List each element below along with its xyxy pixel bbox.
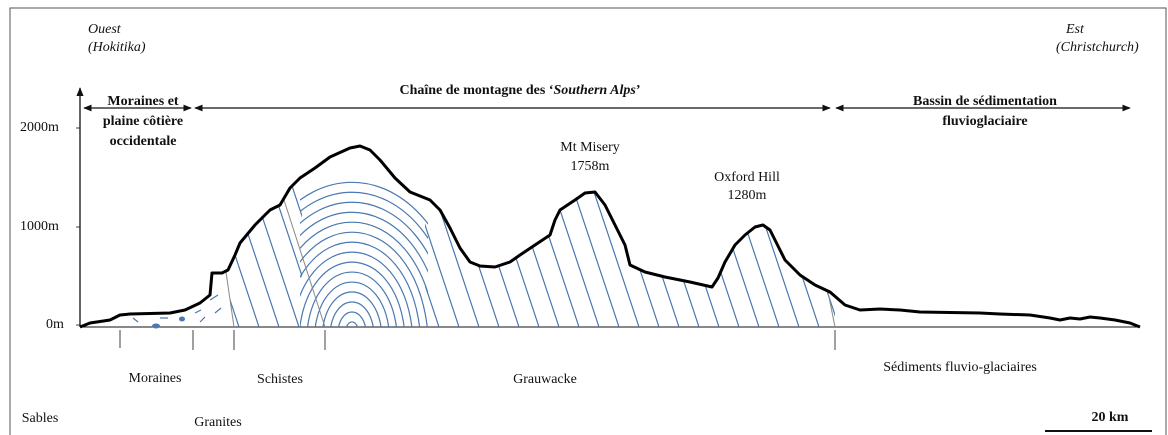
peak-name: Oxford Hill — [714, 170, 780, 185]
formation-label: Schistes — [257, 372, 303, 387]
y-label: 2000m — [20, 120, 59, 135]
peak-height: 1758m — [571, 159, 610, 174]
stratum — [780, 150, 840, 330]
zone-label: fluvioglaciaire — [942, 114, 1027, 129]
stratum — [240, 150, 300, 330]
y-label: 1000m — [20, 219, 59, 234]
stratum — [640, 150, 700, 330]
stratum — [820, 150, 880, 330]
stratum — [238, 182, 467, 332]
y-label: 0m — [46, 317, 64, 332]
zone-label: plaine côtière — [103, 114, 183, 129]
formation-label: Sables — [22, 411, 59, 426]
west-label: (Hokitika) — [88, 40, 146, 55]
stratum — [220, 150, 280, 330]
stratum — [560, 150, 620, 330]
scale-label: 20 km — [1092, 410, 1129, 425]
stratum — [480, 150, 540, 330]
stratum — [200, 150, 260, 330]
stratum — [260, 150, 320, 330]
stratum — [460, 150, 520, 330]
zone-label: Bassin de sédimentation — [913, 94, 1057, 109]
formation-label: Granites — [194, 415, 241, 430]
zone-label: Chaîne de montagne des ‘Southern Alps’ — [399, 83, 640, 98]
zone-label: occidentale — [110, 134, 177, 149]
granite-marks — [133, 295, 221, 322]
stratum — [840, 150, 900, 330]
cross-section: Ouest (Hokitika) Est (Christchurch) 2000… — [0, 0, 1168, 435]
stratum — [380, 150, 440, 330]
stratum — [315, 282, 390, 332]
east-label: Est — [1065, 22, 1085, 37]
stratum — [238, 182, 467, 332]
west-label: Ouest — [88, 22, 122, 37]
stratum — [540, 150, 600, 330]
peak-name: Mt Misery — [560, 140, 620, 155]
peak-height: 1280m — [728, 188, 767, 203]
stratum — [280, 150, 340, 330]
stratum — [620, 150, 680, 330]
formation-label: Grauwacke — [513, 372, 577, 387]
stratum — [420, 150, 480, 330]
east-label: (Christchurch) — [1056, 40, 1139, 55]
stratum — [600, 150, 660, 330]
stratum — [300, 150, 360, 330]
boundary-ticks — [120, 330, 835, 350]
stratum — [660, 150, 720, 330]
stratum — [520, 150, 580, 330]
zone-label: Moraines et — [107, 94, 178, 109]
stratum — [440, 150, 500, 330]
stratum — [500, 150, 560, 330]
formation-label: Moraines — [129, 371, 182, 386]
formation-label: Sédiments fluvio-glaciaires — [883, 360, 1037, 375]
faults — [226, 200, 835, 327]
stratum — [580, 150, 640, 330]
stratum — [340, 150, 400, 330]
